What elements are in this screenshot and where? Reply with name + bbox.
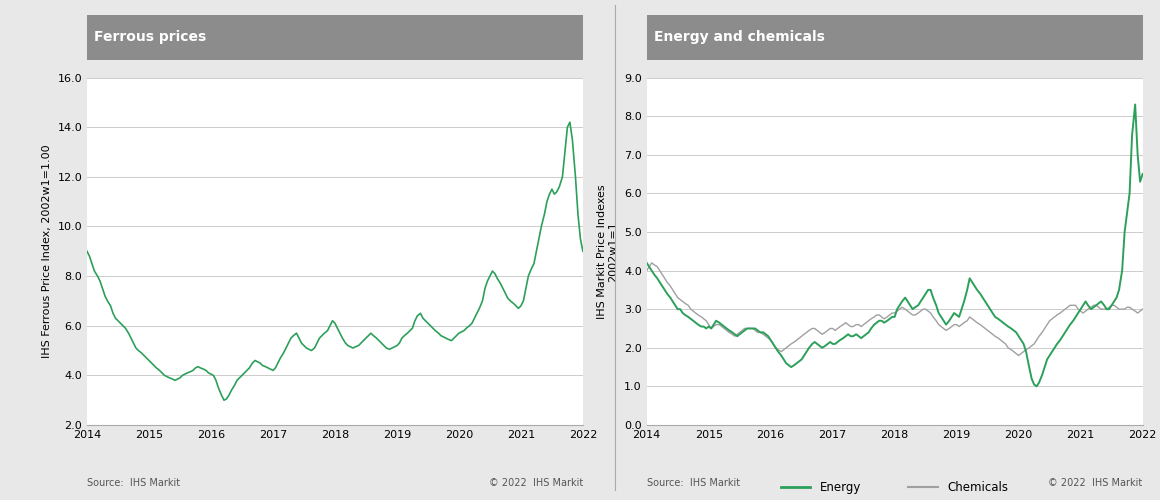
Line: Energy: Energy [646, 104, 1143, 386]
Chemicals [1136, 306, 1150, 312]
Text: Source:  IHS Markit: Source: IHS Markit [647, 478, 740, 488]
Energy [948, 310, 962, 316]
Energy [756, 330, 770, 336]
Text: © 2022  IHS Markit: © 2022 IHS Markit [488, 478, 583, 488]
Chemicals [841, 322, 855, 328]
Chemicals [1014, 350, 1028, 356]
Energy [1030, 384, 1044, 390]
Chemicals [1012, 352, 1025, 358]
Chemicals [950, 322, 964, 328]
Energy [839, 333, 853, 339]
Energy [821, 341, 835, 347]
Line: Chemicals: Chemicals [646, 263, 1143, 356]
Chemicals [1016, 348, 1030, 354]
Energy [1009, 330, 1023, 336]
Energy [1136, 171, 1150, 177]
Energy [1012, 333, 1025, 339]
Y-axis label: IHS Markit Price Indexes
2002w1=1: IHS Markit Price Indexes 2002w1=1 [597, 184, 618, 318]
Text: Source:  IHS Markit: Source: IHS Markit [87, 478, 180, 488]
Energy [1129, 102, 1143, 107]
Chemicals [639, 268, 653, 274]
Text: Energy and chemicals: Energy and chemicals [654, 30, 825, 44]
Energy [639, 260, 653, 266]
Chemicals [759, 333, 773, 339]
Chemicals [645, 260, 659, 266]
Y-axis label: IHS Ferrous Price Index, 2002w1=1.00: IHS Ferrous Price Index, 2002w1=1.00 [42, 144, 52, 358]
Text: © 2022  IHS Markit: © 2022 IHS Markit [1049, 478, 1143, 488]
Legend: Energy, Chemicals: Energy, Chemicals [776, 476, 1013, 498]
Chemicals [824, 326, 838, 332]
Text: Ferrous prices: Ferrous prices [94, 30, 206, 44]
